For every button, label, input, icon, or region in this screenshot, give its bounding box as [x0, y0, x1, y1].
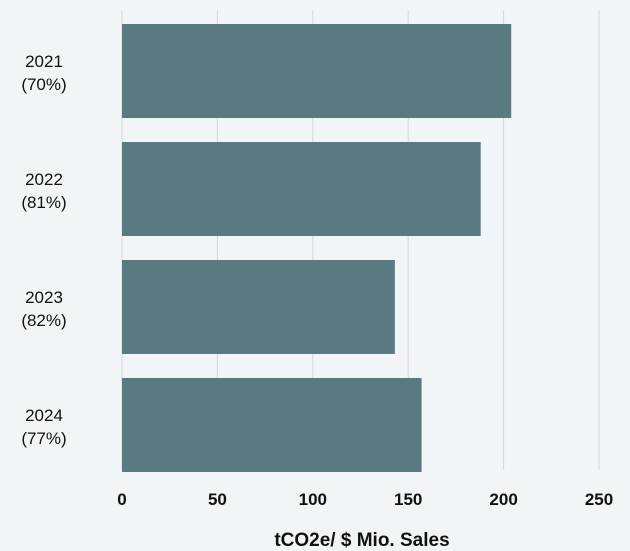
category-label-share-2022: (81%): [21, 193, 66, 212]
x-axis-ticks: 0 50 100 150 200 250: [117, 490, 613, 509]
x-tick-label-200: 200: [489, 490, 517, 509]
x-axis-title: tCO2e/ $ Mio. Sales: [274, 530, 449, 551]
bar-2022: [122, 142, 481, 236]
x-tick-label-250: 250: [585, 490, 613, 509]
category-label-year-2022: 2022: [25, 170, 63, 189]
bars: [122, 24, 512, 472]
x-tick-label-150: 150: [394, 490, 422, 509]
x-tick-label-50: 50: [208, 490, 227, 509]
x-tick-label-0: 0: [117, 490, 126, 509]
category-label-share-2023: (82%): [21, 311, 66, 330]
category-label-year-2023: 2023: [25, 288, 63, 307]
category-labels: 2021 (70%) 2022 (81%) 2023 (82%) 2024 (77%): [21, 52, 66, 448]
category-label-share-2024: (77%): [21, 429, 66, 448]
bar-2024: [122, 378, 422, 472]
category-label-share-2021: (70%): [21, 75, 66, 94]
category-label-year-2021: 2021: [25, 52, 63, 71]
bar-2021: [122, 24, 512, 118]
x-tick-label-100: 100: [299, 490, 327, 509]
bar-2023: [122, 260, 395, 354]
category-label-year-2024: 2024: [25, 406, 63, 425]
